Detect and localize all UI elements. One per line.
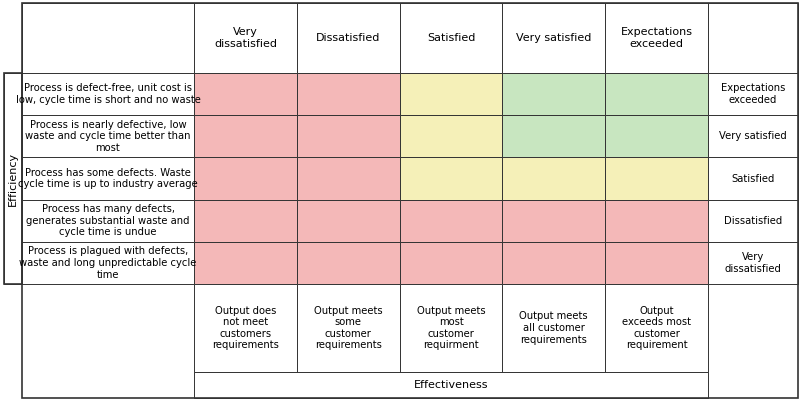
Bar bbox=[297, 200, 400, 242]
Text: Effectiveness: Effectiveness bbox=[414, 380, 488, 390]
Text: Process is plagued with defects,
waste and long unpredictable cycle
time: Process is plagued with defects, waste a… bbox=[19, 246, 197, 279]
Text: Expectations
exceeded: Expectations exceeded bbox=[721, 83, 785, 105]
Text: Process is defect-free, unit cost is
low, cycle time is short and no waste: Process is defect-free, unit cost is low… bbox=[15, 83, 201, 105]
Bar bbox=[708, 200, 798, 242]
Bar bbox=[22, 115, 194, 158]
Bar bbox=[605, 200, 708, 242]
Bar bbox=[22, 3, 194, 73]
Text: Output meets
all customer
requirements: Output meets all customer requirements bbox=[519, 312, 588, 344]
Bar bbox=[502, 242, 605, 284]
Bar bbox=[605, 242, 708, 284]
Bar bbox=[4, 73, 22, 284]
Bar bbox=[297, 242, 400, 284]
Bar bbox=[502, 73, 605, 115]
Bar bbox=[605, 115, 708, 158]
Bar bbox=[400, 3, 502, 73]
Bar bbox=[297, 284, 400, 372]
Bar bbox=[502, 284, 605, 372]
Text: Process is nearly defective, low
waste and cycle time better than
most: Process is nearly defective, low waste a… bbox=[26, 120, 190, 153]
Text: Satisfied: Satisfied bbox=[427, 33, 475, 43]
Bar bbox=[502, 3, 605, 73]
Bar bbox=[194, 3, 297, 73]
Bar bbox=[194, 73, 297, 115]
Text: Output
exceeds most
customer
requirement: Output exceeds most customer requirement bbox=[622, 306, 691, 350]
Text: Very
dissatisfied: Very dissatisfied bbox=[214, 27, 277, 49]
Bar bbox=[502, 158, 605, 200]
Bar bbox=[22, 158, 194, 200]
Text: Expectations
exceeded: Expectations exceeded bbox=[621, 27, 693, 49]
Bar bbox=[400, 158, 502, 200]
Bar bbox=[22, 200, 194, 242]
Bar bbox=[297, 158, 400, 200]
Bar bbox=[194, 158, 297, 200]
Bar bbox=[22, 242, 194, 284]
Bar bbox=[708, 115, 798, 158]
Bar bbox=[708, 158, 798, 200]
Bar bbox=[400, 200, 502, 242]
Bar bbox=[194, 242, 297, 284]
Text: Very
dissatisfied: Very dissatisfied bbox=[725, 252, 782, 274]
Bar bbox=[605, 284, 708, 372]
Text: Process has some defects. Waste
cycle time is up to industry average: Process has some defects. Waste cycle ti… bbox=[18, 168, 198, 189]
Text: Efficiency: Efficiency bbox=[8, 152, 18, 206]
Bar bbox=[708, 73, 798, 115]
Bar bbox=[708, 3, 798, 73]
Bar bbox=[400, 284, 502, 372]
Bar bbox=[502, 200, 605, 242]
Bar bbox=[297, 115, 400, 158]
Text: Process has many defects,
generates substantial waste and
cycle time is undue: Process has many defects, generates subs… bbox=[26, 204, 190, 237]
Text: Output does
not meet
customers
requirements: Output does not meet customers requireme… bbox=[212, 306, 279, 350]
Bar bbox=[194, 284, 297, 372]
Text: Very satisfied: Very satisfied bbox=[719, 131, 787, 141]
Text: Very satisfied: Very satisfied bbox=[516, 33, 591, 43]
Bar bbox=[194, 200, 297, 242]
Bar bbox=[605, 73, 708, 115]
Bar bbox=[194, 115, 297, 158]
Bar bbox=[502, 115, 605, 158]
Bar bbox=[4, 73, 22, 284]
Bar bbox=[400, 115, 502, 158]
Bar bbox=[400, 242, 502, 284]
Text: Satisfied: Satisfied bbox=[731, 174, 774, 184]
Bar bbox=[400, 73, 502, 115]
Bar bbox=[708, 242, 798, 284]
Bar bbox=[297, 73, 400, 115]
Text: Output meets
most
customer
requirment: Output meets most customer requirment bbox=[417, 306, 486, 350]
Bar bbox=[605, 3, 708, 73]
Text: Output meets
some
customer
requirements: Output meets some customer requirements bbox=[314, 306, 382, 350]
Bar bbox=[22, 73, 194, 115]
Bar bbox=[605, 158, 708, 200]
Bar bbox=[194, 372, 708, 398]
Text: Dissatisfied: Dissatisfied bbox=[316, 33, 380, 43]
Bar bbox=[297, 3, 400, 73]
Text: Dissatisfied: Dissatisfied bbox=[724, 216, 782, 226]
